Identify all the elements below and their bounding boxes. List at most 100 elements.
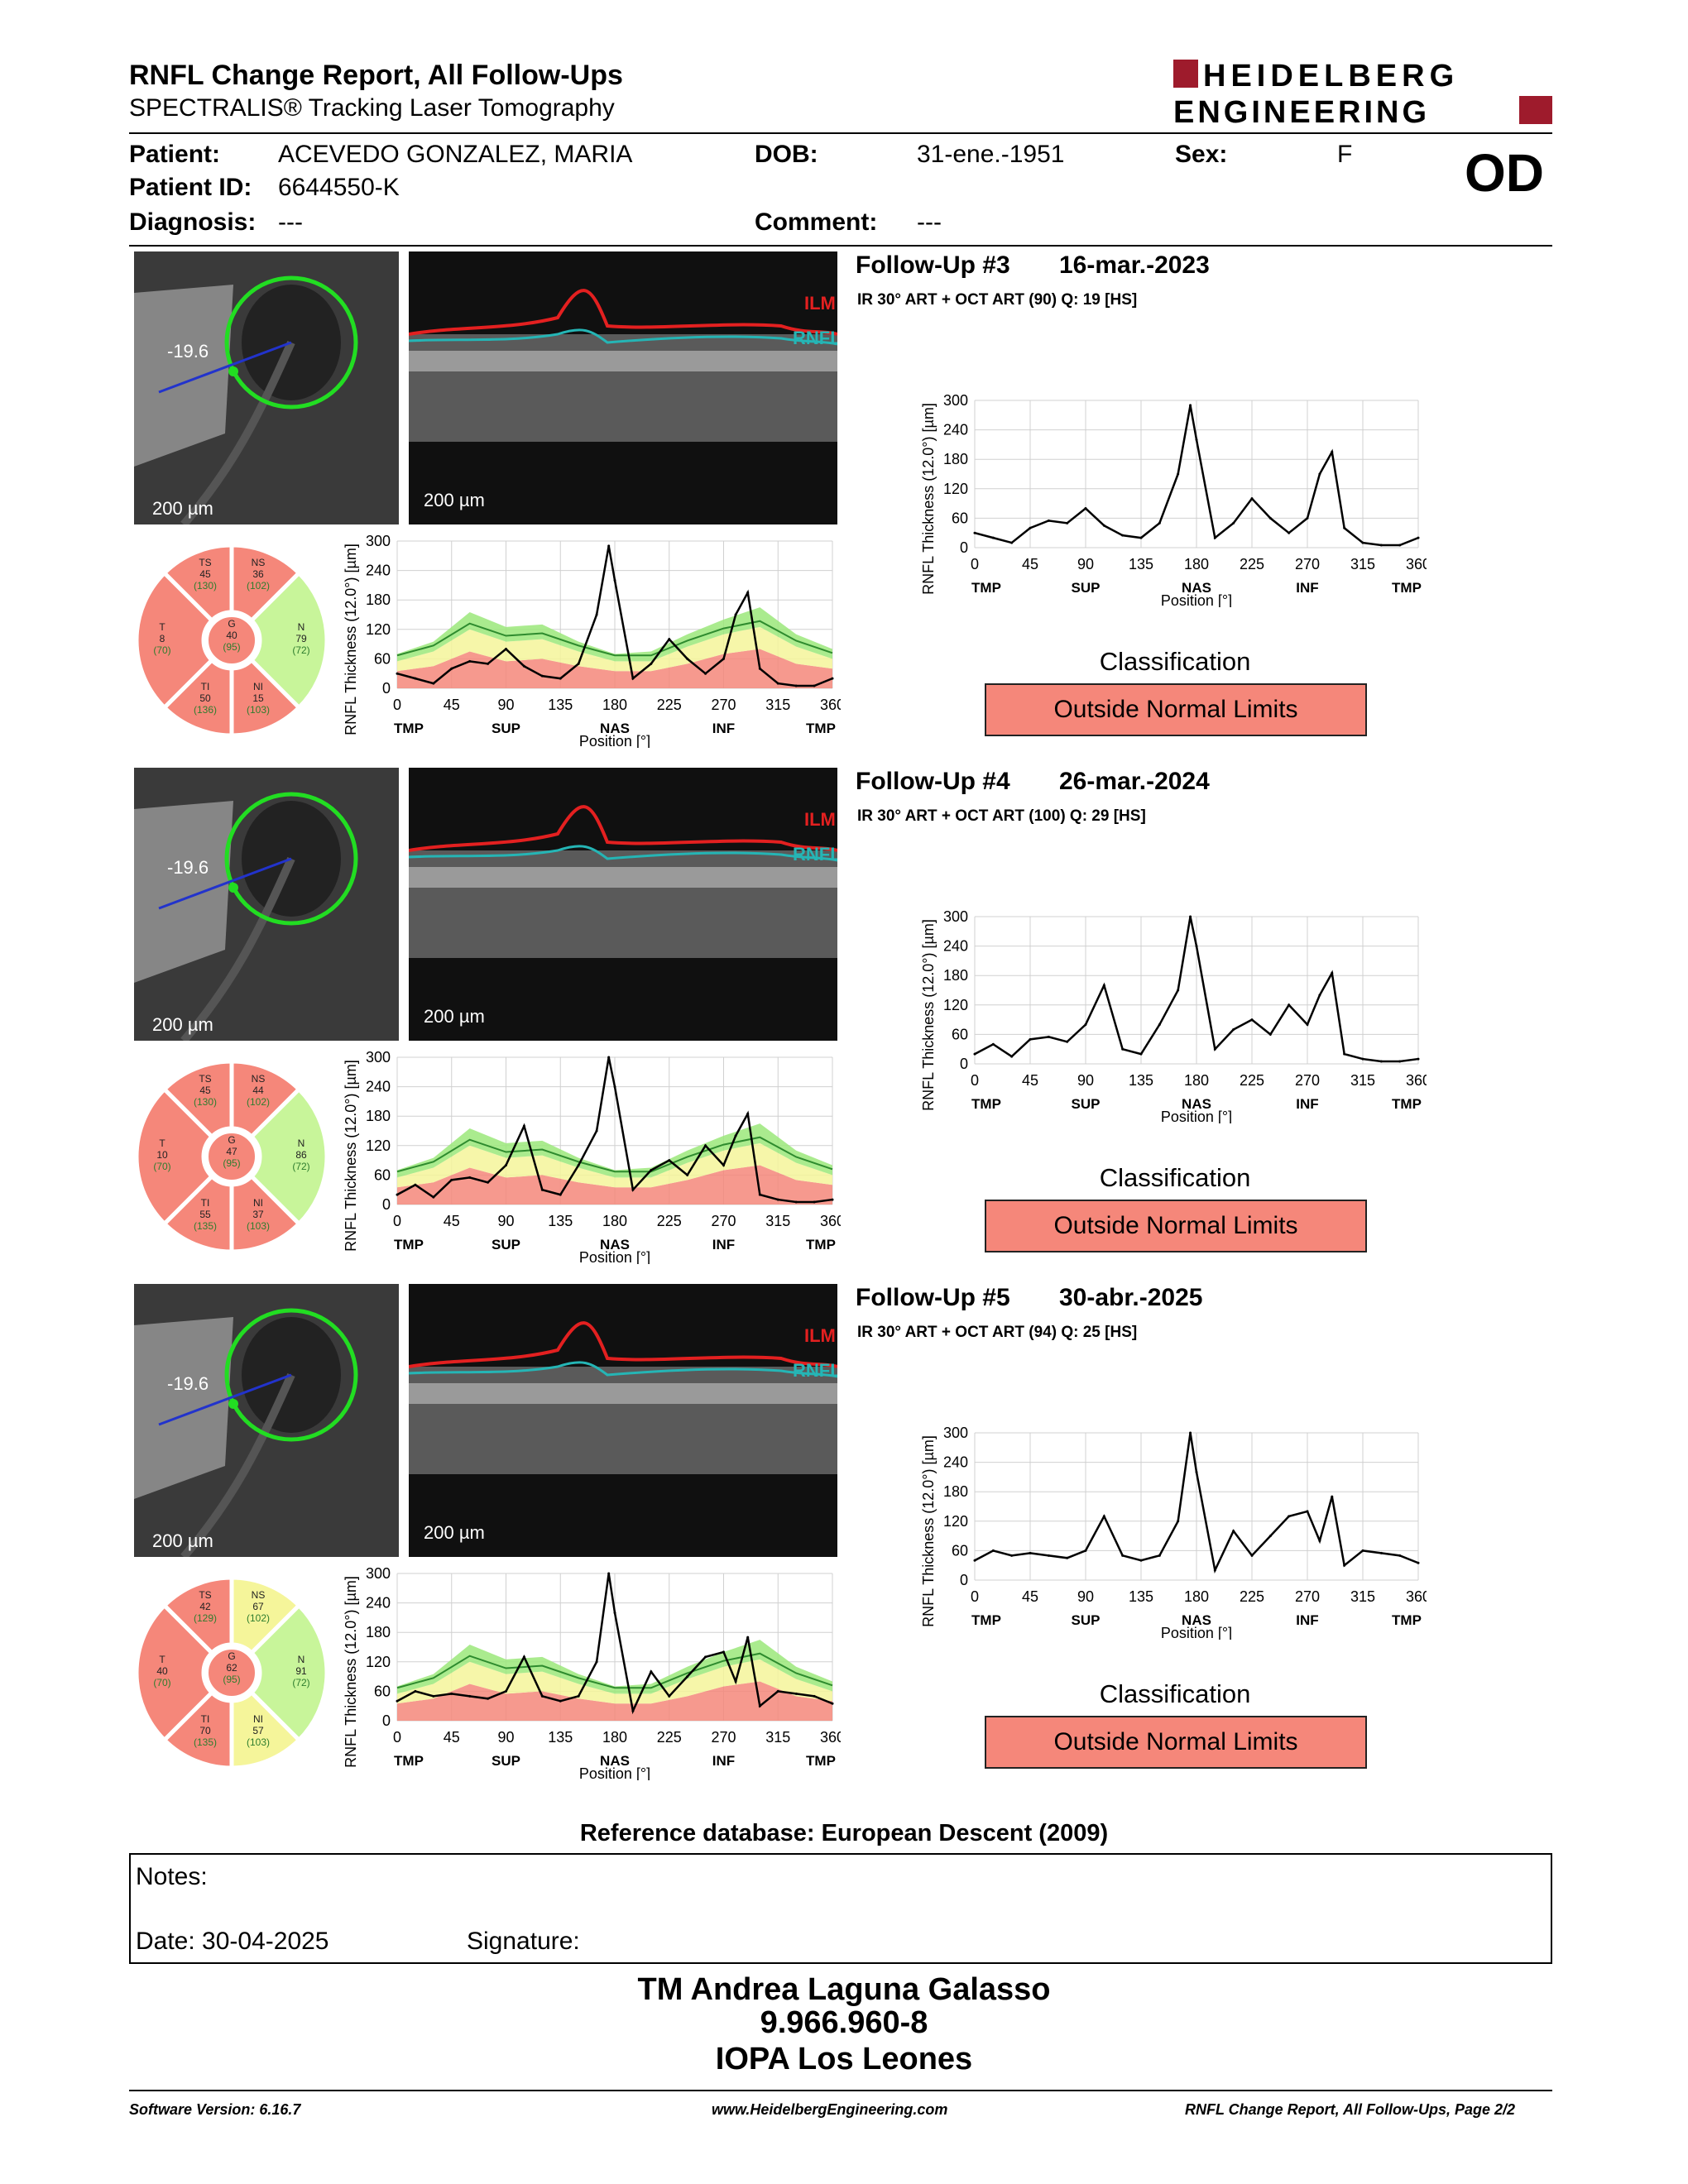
data-point: [650, 1670, 653, 1674]
y-tick-label: 0: [960, 539, 968, 556]
data-point: [734, 1134, 737, 1138]
x-tick-label: 90: [497, 697, 514, 713]
classification-label: Classification: [1099, 1679, 1251, 1708]
data-point: [1158, 521, 1161, 524]
sector-axis-label: TMP: [806, 1237, 836, 1252]
classification-result: Outside Normal Limits: [985, 683, 1367, 736]
sector-t-name: T: [159, 1138, 165, 1149]
data-point: [1331, 450, 1334, 453]
fundus-image: -19.6 200 µm: [134, 768, 399, 1041]
sector-ts-name: TS: [199, 557, 211, 568]
data-point: [505, 1689, 507, 1693]
eye-label: OD: [1465, 143, 1544, 203]
sector-t: [134, 570, 215, 711]
x-tick-label: 270: [1295, 1072, 1320, 1089]
x-tick-label: 90: [497, 1729, 514, 1746]
sector-n-value: 91: [295, 1665, 307, 1677]
sector-axis-label: TMP: [1392, 1612, 1422, 1628]
sector-ti-ref: (136): [194, 704, 217, 716]
patient-name: ACEVEDO GONZALEZ, MARIA: [278, 141, 633, 168]
y-axis-label: RNFL Thickness (12.0°) [µm]: [343, 1060, 359, 1252]
data-point: [1177, 989, 1180, 992]
x-tick-label: 135: [548, 1213, 573, 1229]
y-tick-label: 120: [366, 1654, 391, 1670]
followup-title: Follow-Up #5: [856, 1284, 1010, 1311]
x-tick-label: 90: [497, 1213, 514, 1229]
x-tick-label: 315: [1350, 1588, 1375, 1605]
y-tick-label: 0: [960, 1572, 968, 1588]
y-axis-label: RNFL Thickness (12.0°) [µm]: [343, 1576, 359, 1768]
sector-axis-label: TMP: [394, 1237, 424, 1252]
sector-ns-name: NS: [252, 557, 266, 568]
followup-title: Follow-Up #3: [856, 251, 1010, 279]
y-axis-label: RNFL Thickness (12.0°) [µm]: [920, 919, 937, 1111]
signer-id: 9.966.960-8: [760, 2005, 928, 2040]
report-subtitle: SPECTRALIS® Tracking Laser Tomography: [129, 94, 615, 122]
x-tick-label: 315: [1350, 1072, 1375, 1089]
y-tick-label: 180: [943, 1483, 968, 1500]
y-tick-label: 120: [943, 481, 968, 497]
followup-title: Follow-Up #4: [856, 768, 1010, 795]
data-point: [973, 531, 976, 534]
logo-line2: ENGINEERING: [1173, 95, 1430, 127]
data-point: [1417, 536, 1420, 539]
data-point: [1102, 1515, 1105, 1518]
x-tick-label: 360: [820, 697, 841, 713]
x-tick-label: 270: [1295, 556, 1320, 572]
data-point: [607, 1056, 611, 1059]
y-tick-label: 120: [366, 621, 391, 638]
patient-divider: [129, 245, 1552, 247]
data-point: [607, 544, 611, 548]
x-tick-label: 135: [1129, 556, 1153, 572]
data-point: [1331, 971, 1334, 975]
data-point: [607, 1572, 611, 1575]
data-point: [1398, 1060, 1402, 1063]
y-tick-label: 180: [943, 451, 968, 467]
data-point: [794, 1200, 798, 1204]
sector-axis-label: TMP: [1392, 1096, 1422, 1112]
x-tick-label: 270: [711, 1213, 736, 1229]
sector-g-value: 62: [226, 1662, 237, 1674]
sector-axis-label: SUP: [492, 721, 520, 736]
scale-bar-label: 200 µm: [152, 498, 213, 519]
y-tick-label: 300: [943, 908, 968, 925]
normative-band: [397, 1142, 832, 1188]
sector-axis-label: INF: [712, 1237, 735, 1252]
sector-axis-label: TMP: [394, 1753, 424, 1769]
data-point: [1195, 438, 1198, 441]
signature-label: Signature:: [467, 1928, 580, 1955]
data-point: [1189, 915, 1192, 918]
data-point: [734, 1680, 737, 1684]
data-point: [1232, 1530, 1235, 1533]
y-tick-label: 60: [374, 650, 391, 667]
sector-ni-ref: (103): [247, 704, 270, 716]
footer-divider: [129, 2090, 1552, 2091]
data-point: [595, 1660, 598, 1664]
normative-mean-line: [396, 620, 833, 657]
sector-axis-label: NAS: [600, 1237, 630, 1252]
x-tick-label: 90: [1077, 1072, 1094, 1089]
x-tick-label: 360: [1406, 556, 1427, 572]
data-point: [794, 1692, 798, 1695]
data-point: [1029, 1551, 1032, 1554]
data-point: [991, 536, 995, 539]
sector-g-name: G: [228, 1650, 235, 1662]
data-point: [1268, 516, 1272, 520]
data-point: [1268, 1032, 1272, 1036]
data-point: [1343, 1052, 1346, 1056]
data-point: [1102, 524, 1105, 527]
sector-t-value: 40: [156, 1665, 168, 1677]
sector-g-name: G: [228, 618, 235, 630]
x-tick-label: 360: [1406, 1588, 1427, 1605]
data-point: [1318, 472, 1321, 476]
notes-box[interactable]: Notes: Date: 30-04-2025 Signature:: [129, 1853, 1552, 1964]
x-tick-label: 270: [711, 1729, 736, 1746]
sector-n-ref: (72): [292, 1161, 309, 1172]
data-point: [1084, 507, 1087, 510]
normative-band: [397, 607, 832, 662]
data-point: [1158, 1554, 1161, 1557]
data-point: [794, 684, 798, 687]
sector-ts-ref: (130): [194, 580, 217, 592]
sector-t-name: T: [159, 1654, 165, 1665]
